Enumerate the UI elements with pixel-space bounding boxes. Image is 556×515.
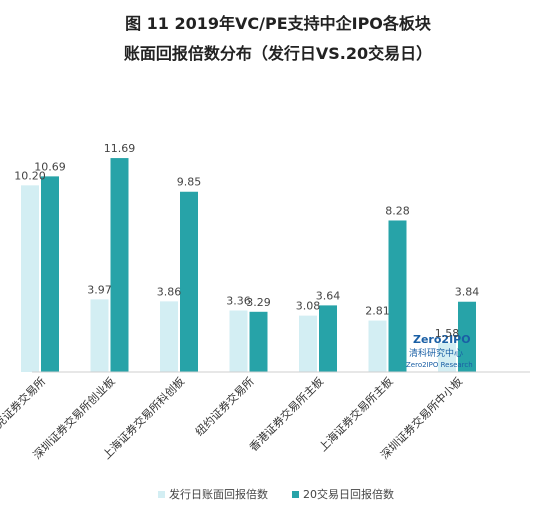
data-label-day-20-0: 10.69 [34, 160, 66, 173]
chart-title-line-1: 图 11 2019年VC/PE支持中企IPO各板块 [125, 14, 431, 33]
bar-issue-day-5 [368, 320, 387, 372]
bar-day-20-2 [180, 191, 198, 372]
bar-issue-day-3 [229, 310, 248, 372]
bar-issue-day-1 [90, 299, 109, 372]
data-label-day-20-6: 3.84 [455, 286, 480, 299]
data-label-issue-day-1: 3.97 [87, 283, 112, 296]
category-label-5: 上海证券交易所主板 [316, 374, 396, 454]
data-label-day-20-3: 3.29 [246, 296, 271, 309]
bar-day-20-1 [110, 158, 129, 372]
category-label-4: 香港证券交易所主板 [246, 374, 326, 454]
category-label-3: 纽约证券交易所 [192, 374, 256, 438]
chart-title-line-2: 账面回报倍数分布（发行日VS.20交易日） [123, 44, 433, 63]
data-label-day-20-4: 3.64 [316, 289, 341, 302]
data-label-issue-day-6: 1.58 [435, 327, 460, 340]
bar-day-20-3 [249, 311, 268, 372]
data-label-issue-day-2: 3.86 [157, 285, 182, 298]
bar-day-20-5 [388, 220, 407, 372]
data-label-day-20-2: 9.85 [177, 176, 202, 189]
legend: 发行日账面回报倍数 20交易日回报倍数 [158, 487, 394, 501]
labels-group: 10.2010.69纳斯达克证券交易所3.9711.69深圳证券交易所创业板3.… [0, 142, 479, 462]
bar-day-20-0 [41, 176, 59, 372]
bars-group [21, 158, 476, 372]
legend-label-1: 20交易日回报倍数 [303, 487, 394, 501]
data-label-day-20-1: 11.69 [104, 142, 136, 155]
data-label-issue-day-5: 2.81 [365, 305, 390, 318]
data-label-day-20-5: 8.28 [385, 204, 410, 217]
legend-swatch-1 [292, 491, 299, 498]
data-label-issue-day-0: 10.20 [14, 169, 46, 182]
data-label-issue-day-3: 3.36 [226, 295, 251, 308]
bar-issue-day-2 [160, 301, 178, 372]
bar-day-20-6 [458, 301, 476, 372]
bar-issue-day-4 [299, 315, 317, 372]
watermark-logo: Zero2IPO [413, 333, 471, 346]
watermark-cn: 清科研究中心 [409, 347, 463, 359]
bar-day-20-4 [319, 305, 337, 372]
legend-label-0: 发行日账面回报倍数 [169, 487, 268, 501]
legend-swatch-0 [158, 491, 165, 498]
bar-issue-day-0 [21, 185, 39, 372]
zero2ipo-watermark: Zero2IPO 清科研究中心 Zero2IPO Research [406, 333, 473, 369]
data-label-issue-day-4: 3.08 [296, 300, 321, 313]
bar-issue-day-6 [438, 343, 456, 372]
watermark-en: Zero2IPO Research [406, 361, 473, 369]
